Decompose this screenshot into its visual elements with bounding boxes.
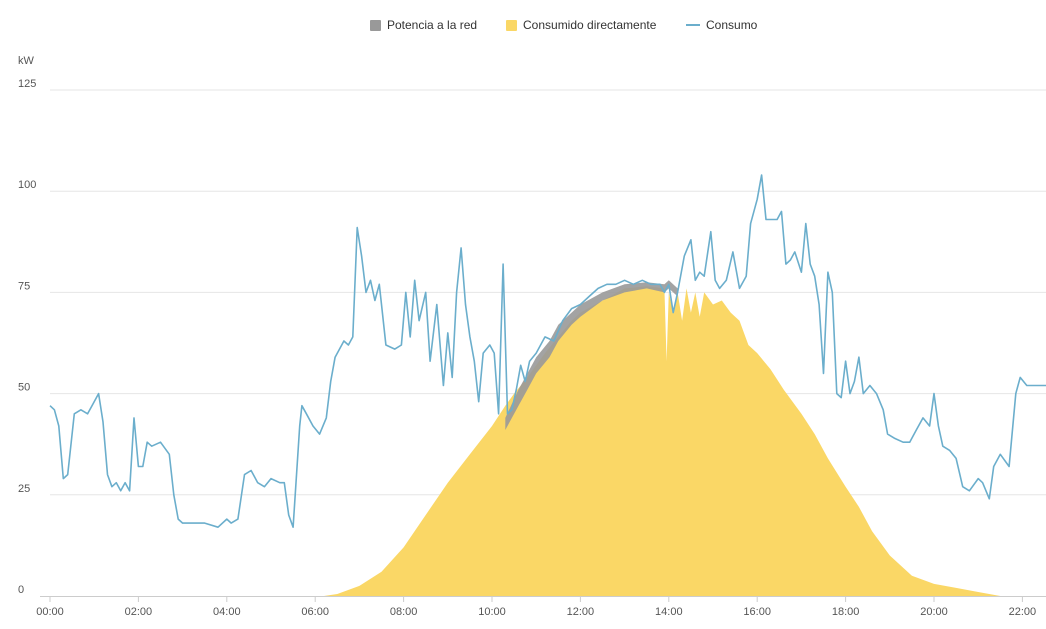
legend: Potencia a la red Consumido directamente… bbox=[0, 18, 1046, 36]
x-tick-label: 16:00 bbox=[743, 606, 771, 618]
legend-label-consumido-directamente: Consumido directamente bbox=[523, 18, 657, 32]
grid-lines bbox=[50, 89, 1046, 496]
x-tick-label: 20:00 bbox=[920, 606, 948, 618]
y-tick-label: 50 bbox=[18, 382, 30, 394]
y-tick-label: 75 bbox=[18, 280, 30, 292]
x-tick-label: 18:00 bbox=[832, 606, 860, 618]
legend-swatch-gray bbox=[370, 19, 381, 31]
x-tick-label: 08:00 bbox=[390, 606, 418, 618]
x-tick-label: 00:00 bbox=[36, 606, 64, 618]
legend-item-consumido-directamente[interactable]: Consumido directamente bbox=[506, 18, 656, 32]
x-tick-label: 14:00 bbox=[655, 606, 683, 618]
legend-label-consumo: Consumo bbox=[706, 18, 758, 32]
y-tick-label: 100 bbox=[18, 179, 36, 191]
line-consumo bbox=[49, 174, 1046, 528]
y-axis-unit: kW bbox=[18, 55, 34, 67]
series-lines bbox=[49, 174, 1046, 528]
x-tick-label: 10:00 bbox=[478, 606, 506, 618]
legend-item-potencia-red[interactable]: Potencia a la red bbox=[370, 18, 477, 32]
x-tick-label: 12:00 bbox=[567, 606, 595, 618]
series-areas bbox=[50, 280, 1046, 596]
area-consumido-directamente bbox=[50, 286, 1046, 596]
legend-item-consumo[interactable]: Consumo bbox=[686, 18, 757, 32]
legend-label-potencia-red: Potencia a la red bbox=[387, 18, 478, 32]
y-tick-label: 25 bbox=[18, 483, 30, 495]
x-tick-label: 06:00 bbox=[301, 606, 329, 618]
legend-swatch-yellow bbox=[506, 19, 517, 31]
y-tick-label: 0 bbox=[18, 584, 24, 596]
legend-swatch-line bbox=[686, 24, 700, 26]
x-axis-ticks: 00:00 02:00 04:00 06:00 08:00 10:00 12:00 14:00… bbox=[36, 596, 1036, 618]
area-potencia-a-la-red bbox=[505, 280, 678, 430]
y-tick-label: 125 bbox=[18, 78, 36, 90]
x-tick-label: 02:00 bbox=[125, 606, 153, 618]
x-tick-label: 04:00 bbox=[213, 606, 241, 618]
x-tick-label: 22:00 bbox=[1009, 606, 1037, 618]
y-axis-tick-labels: 0 25 50 75 100 125 bbox=[18, 78, 36, 596]
